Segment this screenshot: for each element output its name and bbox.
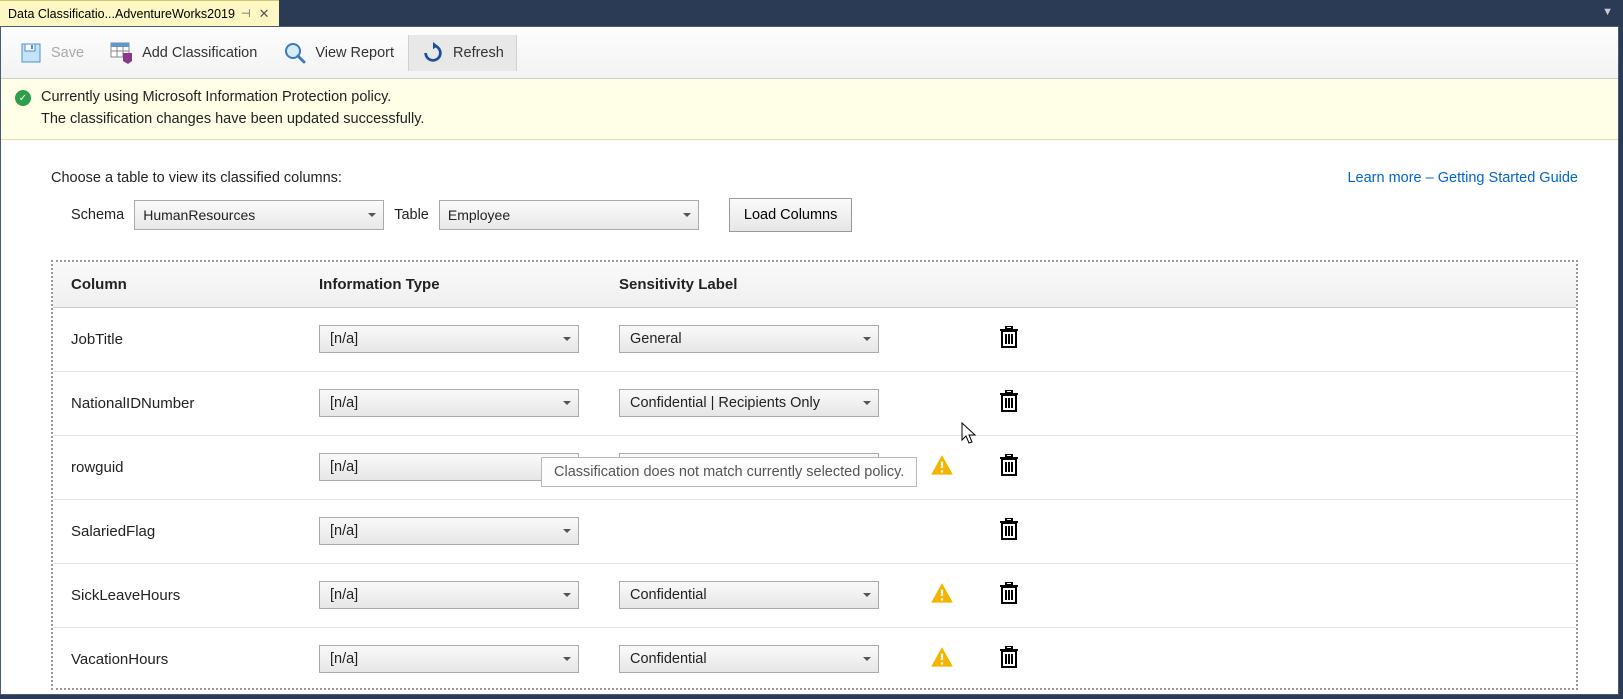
warning-icon[interactable]: [929, 467, 955, 482]
save-label: Save: [51, 45, 84, 61]
delete-icon[interactable]: [999, 396, 1019, 416]
refresh-label: Refresh: [453, 45, 504, 61]
info-type-select[interactable]: [n/a]: [319, 645, 579, 673]
sensitivity-select[interactable]: Confidential | Recipients Only: [619, 389, 879, 417]
app-frame: Data Classificatio...AdventureWorks2019 …: [0, 0, 1623, 699]
info-type-select[interactable]: [n/a]: [319, 453, 579, 481]
save-icon: [19, 41, 43, 65]
grid-header: Column Information Type Sensitivity Labe…: [53, 262, 1576, 308]
column-name: VacationHours: [71, 651, 168, 668]
magnifier-icon: [283, 41, 307, 65]
table-select[interactable]: Employee: [439, 200, 699, 230]
tab-strip: Data Classificatio...AdventureWorks2019 …: [0, 0, 1623, 26]
delete-icon[interactable]: [999, 588, 1019, 608]
tab-title: Data Classificatio...AdventureWorks2019: [8, 7, 235, 21]
schema-value: HumanResources: [143, 207, 255, 223]
delete-icon[interactable]: [999, 332, 1019, 352]
table-row: SickLeaveHours [n/a] Confidential: [53, 564, 1576, 628]
column-name: SalariedFlag: [71, 523, 155, 540]
warning-icon[interactable]: [929, 659, 955, 674]
selectors: Schema HumanResources Table Employee Loa…: [51, 198, 852, 232]
info-type-select[interactable]: [n/a]: [319, 581, 579, 609]
classification-grid: Column Information Type Sensitivity Labe…: [51, 260, 1578, 690]
prompt-text: Choose a table to view its classified co…: [51, 170, 852, 186]
view-report-label: View Report: [315, 45, 394, 61]
column-name: rowguid: [71, 459, 124, 476]
header-info-type: Information Type: [301, 276, 601, 293]
top-row: Choose a table to view its classified co…: [51, 170, 1578, 232]
table-row: JobTitle [n/a] General: [53, 308, 1576, 372]
schema-select[interactable]: HumanResources: [134, 200, 384, 230]
grid-body[interactable]: JobTitle [n/a] General NationalIDNumber [n/a…: [53, 308, 1576, 688]
header-column: Column: [53, 276, 301, 293]
sensitivity-select[interactable]: Confidential: [619, 645, 879, 673]
delete-icon[interactable]: [999, 460, 1019, 480]
table-value: Employee: [448, 207, 510, 223]
notification-line2: The classification changes have been upd…: [41, 109, 424, 131]
close-icon[interactable]: ✕: [257, 6, 272, 22]
info-type-select[interactable]: [n/a]: [319, 517, 579, 545]
column-name: JobTitle: [71, 331, 123, 348]
info-type-select[interactable]: [n/a]: [319, 389, 579, 417]
column-name: NationalIDNumber: [71, 395, 194, 412]
refresh-button[interactable]: Refresh: [408, 35, 517, 71]
content-area: Save Add Classification View Report Refr…: [0, 26, 1619, 695]
delete-icon[interactable]: [999, 652, 1019, 672]
document-tab[interactable]: Data Classificatio...AdventureWorks2019 …: [0, 0, 279, 26]
sensitivity-select[interactable]: General: [619, 325, 879, 353]
add-classification-label: Add Classification: [142, 45, 257, 61]
header-sensitivity: Sensitivity Label: [601, 276, 911, 293]
table-label: Table: [394, 207, 429, 223]
save-button: Save: [7, 35, 96, 71]
pin-icon[interactable]: ⊣: [241, 7, 251, 20]
sensitivity-select[interactable]: Confidential: [619, 581, 879, 609]
delete-icon[interactable]: [999, 524, 1019, 544]
learn-more-link[interactable]: Learn more – Getting Started Guide: [1347, 170, 1578, 186]
load-columns-button[interactable]: Load Columns: [729, 198, 853, 232]
view-report-button[interactable]: View Report: [271, 35, 406, 71]
toolbar: Save Add Classification View Report Refr…: [1, 27, 1618, 79]
schema-label: Schema: [71, 207, 124, 223]
info-type-select[interactable]: [n/a]: [319, 325, 579, 353]
notification-bar: ✓ Currently using Microsoft Information …: [1, 79, 1618, 140]
notification-text: Currently using Microsoft Information Pr…: [41, 87, 424, 131]
refresh-icon: [421, 41, 445, 65]
table-row: SalariedFlag [n/a]: [53, 500, 1576, 564]
tab-dropdown-icon[interactable]: ▼: [1596, 4, 1619, 20]
notification-line1: Currently using Microsoft Information Pr…: [41, 87, 424, 109]
main-panel: Choose a table to view its classified co…: [1, 140, 1618, 690]
success-check-icon: ✓: [15, 90, 31, 106]
warning-icon[interactable]: [929, 595, 955, 610]
table-row: VacationHours [n/a] Confidential: [53, 628, 1576, 688]
warning-tooltip: Classification does not match currently …: [541, 457, 917, 487]
table-row: NationalIDNumber [n/a] Confidential | Reci…: [53, 372, 1576, 436]
table-tag-icon: [110, 41, 134, 65]
column-name: SickLeaveHours: [71, 587, 180, 604]
add-classification-button[interactable]: Add Classification: [98, 35, 269, 71]
